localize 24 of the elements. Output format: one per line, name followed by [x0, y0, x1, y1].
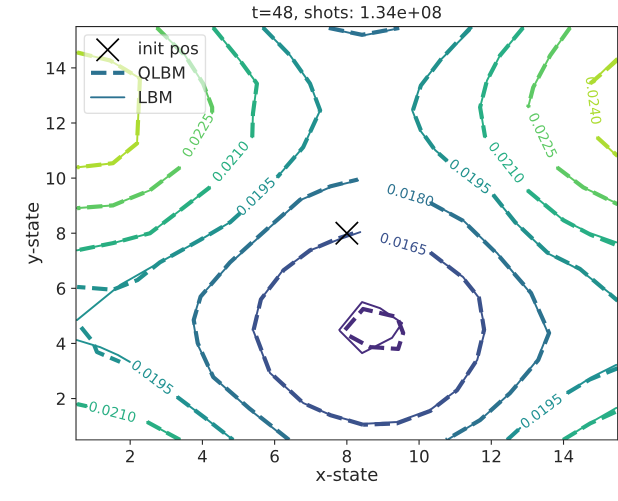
- x-tick-label: 6: [270, 450, 279, 462]
- x-tick-label: 8: [342, 450, 352, 462]
- text: 0.0165: [380, 232, 428, 256]
- y-tick-label: 12: [46, 116, 65, 130]
- chart-title: t=48, shots: 1.34e+08: [252, 6, 441, 20]
- line-series: [338, 301, 404, 354]
- y-tick-label: 4: [56, 338, 66, 350]
- y-tick-label: 2: [56, 392, 65, 405]
- legend-label: LBM: [139, 90, 172, 104]
- x-tick-label: 2: [126, 450, 134, 462]
- y-tick-label: 14: [46, 62, 66, 74]
- y-axis-title: y-state: [26, 202, 42, 264]
- y-tick-label: 6: [56, 282, 66, 295]
- x-tick-label: 14: [554, 450, 574, 462]
- y-tick-label: 10: [46, 172, 66, 185]
- text: 0.0180: [386, 183, 434, 207]
- x-tick-label: 12: [482, 450, 500, 462]
- text: 0.0210: [88, 400, 136, 423]
- legend-label: QLBM: [138, 66, 184, 81]
- y-tick-label: 8: [56, 227, 66, 240]
- x-tick-label: 10: [410, 450, 429, 462]
- x-axis-title: x-state: [316, 468, 378, 482]
- legend-label: init pos: [139, 42, 198, 58]
- x-tick-label: 4: [198, 450, 207, 462]
